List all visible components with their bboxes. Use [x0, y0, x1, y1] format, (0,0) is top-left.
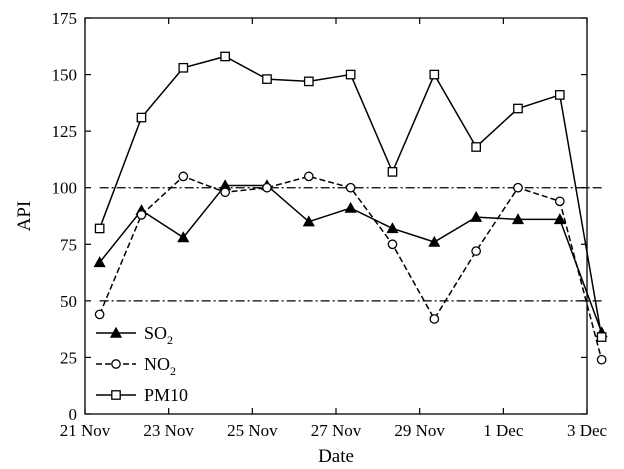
legend-label: NO2 — [144, 354, 176, 378]
y-tick-label: 25 — [60, 348, 77, 367]
x-tick-label: 29 Nov — [394, 421, 445, 440]
legend-label: PM10 — [144, 385, 188, 405]
legend-label-main: PM10 — [144, 385, 188, 405]
y-tick-label: 125 — [52, 122, 78, 141]
data-point-pm10 — [262, 74, 272, 84]
data-point-so2 — [428, 235, 441, 247]
data-point-pm10 — [554, 90, 565, 100]
data-point-no2 — [429, 314, 440, 324]
x-tick-label: 3 Dec — [567, 421, 608, 440]
data-point-no2 — [387, 239, 398, 250]
legend-label-main: NO — [144, 354, 170, 374]
data-point-no2 — [513, 182, 523, 193]
data-point-so2 — [511, 213, 525, 225]
x-tick-label: 23 Nov — [143, 421, 194, 440]
data-point-so2 — [470, 210, 483, 222]
series-no2 — [94, 171, 607, 365]
x-tick-label: 21 Nov — [60, 421, 111, 440]
data-point-no2 — [94, 309, 105, 320]
data-point-pm10 — [513, 103, 523, 114]
data-point-pm10 — [387, 167, 398, 177]
legend-label-main: SO — [144, 323, 167, 343]
legend-label: SO2 — [144, 323, 173, 347]
data-point-no2 — [596, 354, 607, 365]
data-point-so2 — [386, 222, 399, 234]
data-point-so2 — [553, 213, 566, 225]
y-tick-label: 0 — [69, 405, 78, 424]
data-point-no2 — [471, 246, 481, 256]
data-point-pm10 — [136, 112, 147, 123]
data-point-pm10 — [178, 62, 189, 73]
legend-item-so2: SO2 — [96, 323, 173, 347]
data-point-pm10 — [220, 51, 230, 62]
y-axis-title: API — [14, 201, 35, 232]
y-tick-label: 100 — [52, 179, 78, 198]
legend-marker — [111, 390, 121, 400]
series-line-pm10 — [98, 55, 603, 338]
data-point-pm10 — [94, 223, 105, 234]
y-tick-label: 75 — [60, 235, 77, 254]
data-point-so2 — [93, 256, 106, 268]
data-point-no2 — [554, 196, 565, 207]
data-point-pm10 — [429, 69, 440, 80]
legend-label-subscript: 2 — [170, 364, 176, 378]
series-so2 — [93, 179, 608, 338]
x-axis: 21 Nov 23 Nov 25 Nov 27 Nov 29 Nov 1 Dec 3 Dec — [60, 18, 608, 440]
data-point-pm10 — [471, 142, 481, 152]
data-point-no2 — [262, 182, 272, 193]
y-axis: 0 25 50 75 100 125 150 175 — [52, 9, 587, 424]
legend-item-pm10: PM10 — [96, 385, 188, 405]
y-tick-label: 175 — [52, 9, 78, 28]
data-point-pm10 — [345, 69, 356, 80]
legend-marker — [109, 326, 123, 338]
data-point-so2 — [344, 201, 357, 213]
x-tick-label: 27 Nov — [311, 421, 362, 440]
x-axis-title: Date — [318, 446, 354, 467]
data-point-so2 — [177, 231, 190, 243]
data-point-pm10 — [596, 332, 607, 342]
y-tick-label: 50 — [60, 292, 77, 311]
y-tick-label: 150 — [52, 66, 78, 85]
data-point-so2 — [302, 215, 315, 227]
data-point-no2 — [345, 182, 356, 193]
data-point-no2 — [303, 171, 314, 182]
data-point-no2 — [136, 210, 147, 220]
legend-item-no2: NO2 — [96, 354, 176, 378]
series-layer — [93, 51, 608, 365]
legend-label-subscript: 2 — [167, 333, 173, 347]
data-point-pm10 — [303, 76, 314, 87]
data-point-no2 — [220, 187, 230, 198]
series-pm10 — [94, 51, 607, 342]
data-point-no2 — [178, 171, 189, 182]
x-tick-label: 25 Nov — [227, 421, 278, 440]
legend-marker — [111, 359, 121, 369]
x-tick-label: 1 Dec — [483, 421, 524, 440]
